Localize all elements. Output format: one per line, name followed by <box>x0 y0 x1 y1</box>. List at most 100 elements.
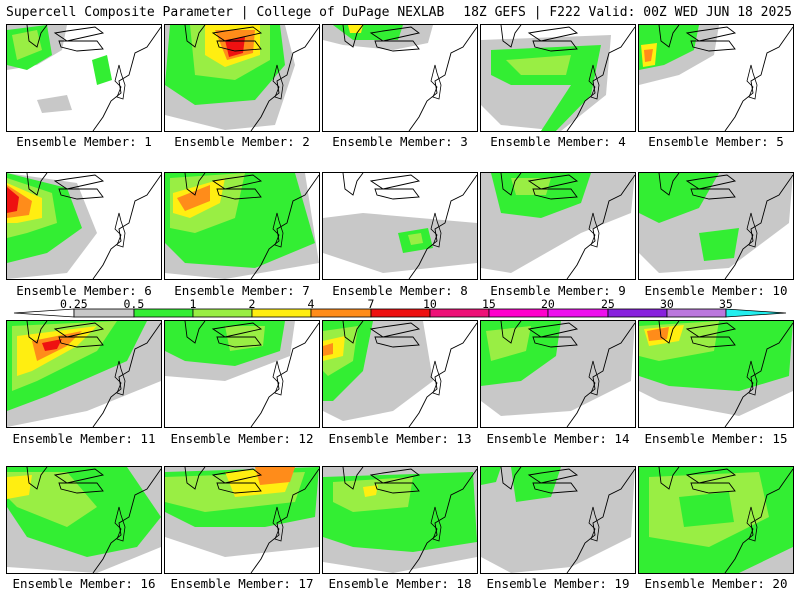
scp-field-map <box>481 467 635 573</box>
chesapeake-bay-outline <box>588 212 600 248</box>
ensemble-member-map <box>6 24 162 132</box>
colorbar-tick-label: 2 <box>248 297 256 311</box>
chesapeake-bay-outline <box>272 506 284 542</box>
colorbar-segment <box>547 308 609 318</box>
coastline-outline <box>250 174 319 279</box>
chesapeake-bay-outline <box>430 64 442 100</box>
chesapeake-bay-outline <box>272 64 284 100</box>
ensemble-member-label: Ensemble Member: 7 <box>174 283 310 298</box>
scp-contour-fill <box>323 213 477 273</box>
chesapeake-bay-outline <box>746 506 758 542</box>
chesapeake-bay-outline <box>430 212 442 248</box>
scp-field-map <box>7 467 161 573</box>
colorbar-segment <box>725 308 787 318</box>
ensemble-member-map <box>164 24 320 132</box>
ensemble-member-label: Ensemble Member: 4 <box>490 134 626 149</box>
scp-contour-fill <box>511 467 561 502</box>
ensemble-member-label: Ensemble Member: 11 <box>12 431 156 446</box>
scp-contour-fill <box>644 49 653 62</box>
great-lakes-outline <box>500 321 579 348</box>
colorbar-segment <box>370 308 431 318</box>
ensemble-member-map <box>164 172 320 280</box>
ensemble-member-map <box>480 320 636 428</box>
colorbar-tick-label: 4 <box>307 297 315 311</box>
chesapeake-bay-outline <box>430 506 442 542</box>
ensemble-member-label: Ensemble Member: 16 <box>12 576 156 591</box>
chesapeake-bay-outline <box>746 360 758 396</box>
coastline-outline <box>408 26 477 131</box>
scp-contour-fill <box>639 173 719 223</box>
chesapeake-bay-outline <box>272 360 284 396</box>
ensemble-member-label: Ensemble Member: 19 <box>486 576 630 591</box>
scp-contour-fill <box>177 185 210 211</box>
scp-contour-fill <box>699 228 739 261</box>
scp-contour-fill <box>481 467 501 485</box>
scp-contour-fill <box>92 55 112 85</box>
ensemble-member-map <box>6 172 162 280</box>
scp-field-map <box>639 321 793 427</box>
scp-contour-fill <box>225 326 265 351</box>
scp-field-map <box>323 173 477 279</box>
ensemble-member-label: Ensemble Member: 1 <box>16 134 152 149</box>
great-lakes-outline <box>26 467 105 494</box>
scp-field-map <box>7 321 161 427</box>
colorbar-segment <box>192 308 253 318</box>
colorbar-tick-label: 15 <box>482 297 496 311</box>
scp-contour-fill <box>679 492 734 527</box>
scp-field-map <box>7 173 161 279</box>
coastline-outline <box>408 174 477 279</box>
chesapeake-bay-outline <box>114 212 126 248</box>
ensemble-member-map <box>638 172 794 280</box>
scp-contour-fill <box>486 326 531 361</box>
map-title: Supercell Composite Parameter | College … <box>6 5 445 20</box>
scp-contour-fill <box>255 467 295 485</box>
scp-contour-fill <box>225 37 245 57</box>
scp-contour-fill <box>348 25 363 33</box>
scp-field-map <box>639 467 793 573</box>
ensemble-member-map <box>638 466 794 574</box>
ensemble-member-map <box>322 466 478 574</box>
colorbar-tick-label: 7 <box>367 297 375 311</box>
coastline-outline <box>408 322 477 427</box>
coastline-outline <box>250 322 319 427</box>
great-lakes-outline <box>658 467 737 494</box>
scp-contour-fill <box>506 55 571 75</box>
ensemble-member-label: Ensemble Member: 3 <box>332 134 468 149</box>
coastline-outline <box>724 26 793 131</box>
ensemble-member-label: Ensemble Member: 2 <box>174 134 310 149</box>
chesapeake-bay-outline <box>114 64 126 100</box>
great-lakes-outline <box>342 25 421 52</box>
ensemble-member-map <box>480 466 636 574</box>
scp-contour-fill <box>323 343 333 356</box>
great-lakes-outline <box>342 173 421 200</box>
coastline-outline <box>250 468 319 573</box>
ensemble-member-map <box>322 24 478 132</box>
valid-time-title: 18Z GEFS | F222 Valid: 00Z WED JUN 18 20… <box>463 5 792 20</box>
coastline-outline <box>724 468 793 573</box>
chesapeake-bay-outline <box>114 506 126 542</box>
coastline-outline <box>250 26 319 131</box>
scp-contour-fill <box>647 327 669 341</box>
ensemble-member-map <box>6 466 162 574</box>
chesapeake-bay-outline <box>746 64 758 100</box>
great-lakes-outline <box>184 467 263 494</box>
chesapeake-bay-outline <box>588 360 600 396</box>
colorbar-segment <box>251 308 312 318</box>
great-lakes-outline <box>26 173 105 200</box>
scp-field-map <box>165 25 319 131</box>
scp-contour-fill <box>37 95 72 113</box>
scp-contour-fill <box>7 187 19 213</box>
scp-contour-fill <box>12 30 42 60</box>
ensemble-member-map <box>322 172 478 280</box>
ensemble-member-label: Ensemble Member: 14 <box>486 431 630 446</box>
colorbar-segment <box>666 308 727 318</box>
scp-field-map <box>323 467 477 573</box>
coastline-outline <box>92 468 161 573</box>
colorbar-tick-label: 20 <box>541 297 555 311</box>
colorbar-segment <box>488 308 549 318</box>
ensemble-member-map <box>164 320 320 428</box>
ensemble-member-map <box>322 320 478 428</box>
ensemble-member-map <box>164 466 320 574</box>
ensemble-member-map <box>638 24 794 132</box>
ensemble-member-map <box>480 172 636 280</box>
